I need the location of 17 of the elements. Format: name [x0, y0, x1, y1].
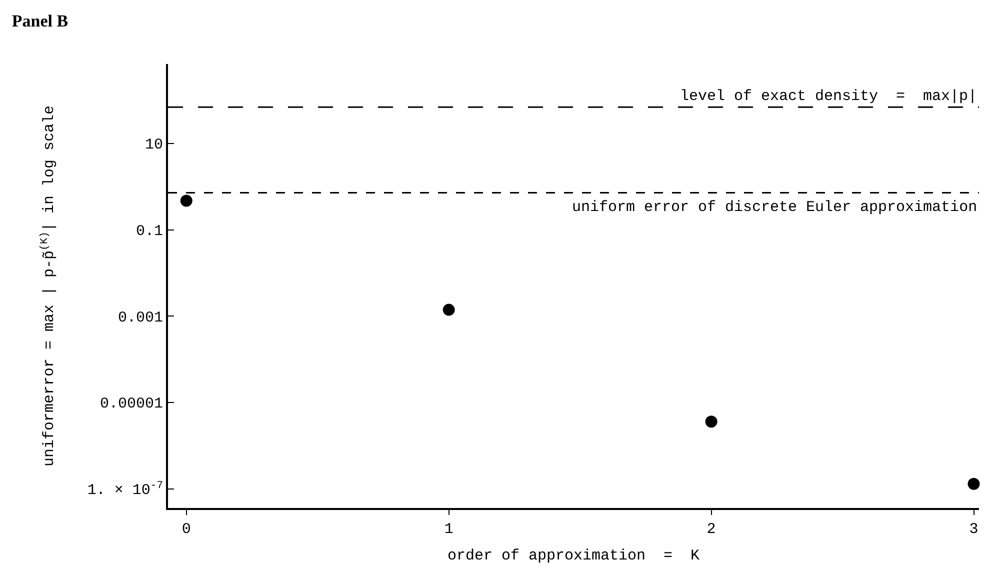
x-tick-label: 2: [706, 521, 716, 538]
point: [705, 416, 718, 428]
y-tick-label: 1. × 10$^{-7}$: [87, 480, 163, 500]
chart-title: Panel B: [12, 11, 68, 30]
y-tick-label: 0.001: [118, 309, 163, 326]
x-tick-label: 3: [969, 521, 978, 538]
y-tick-label: 0.00001: [100, 396, 163, 413]
x-axis-title: order of approximation = K: [447, 548, 700, 564]
ref-line-label: level of exact density = max|p|: [680, 88, 978, 105]
point: [180, 194, 192, 207]
y-tick-label: 0.1: [136, 223, 163, 240]
y-tick-label: 10: [144, 136, 163, 154]
point: [442, 304, 455, 316]
x-tick-label: 1: [444, 521, 454, 538]
x-tick-label: 0: [182, 521, 191, 538]
point: [968, 478, 980, 490]
ref-line-label: uniform error of discrete Euler approximation: [572, 199, 978, 216]
